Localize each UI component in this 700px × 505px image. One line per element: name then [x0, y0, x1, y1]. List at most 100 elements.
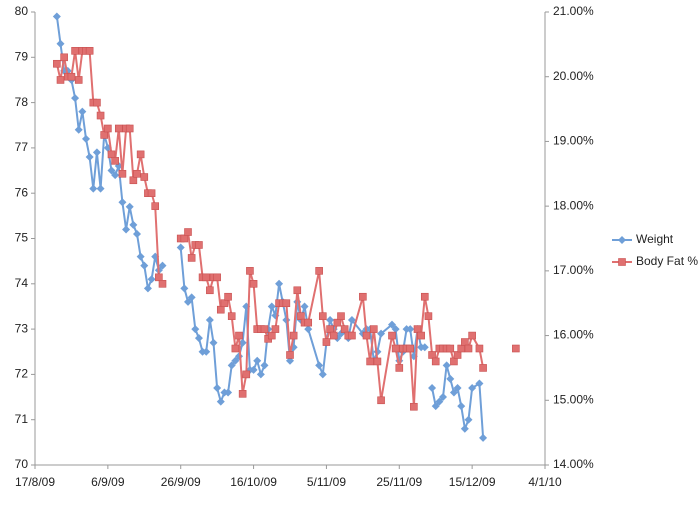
marker [449, 388, 458, 397]
legend-marker [618, 258, 626, 266]
marker [184, 228, 192, 236]
marker [104, 124, 112, 133]
marker [406, 325, 415, 334]
marker [158, 279, 167, 288]
marker [184, 297, 192, 306]
series-line [55, 16, 485, 438]
marker [187, 293, 196, 302]
marker [78, 107, 87, 116]
marker [52, 12, 61, 21]
marker [260, 325, 269, 333]
marker [464, 344, 473, 353]
marker [224, 388, 233, 397]
marker [391, 325, 400, 334]
marker [475, 379, 484, 388]
marker [377, 396, 385, 405]
marker [446, 344, 455, 353]
y2-tick-label: 19.00% [553, 134, 594, 148]
marker [89, 184, 98, 193]
marker [143, 284, 152, 293]
marker [136, 150, 145, 159]
marker [176, 243, 185, 252]
marker [304, 325, 313, 334]
marker [369, 325, 378, 333]
marker [286, 356, 294, 365]
marker [297, 312, 305, 320]
marker [133, 169, 141, 178]
marker [253, 356, 262, 365]
marker [468, 331, 476, 340]
marker [446, 374, 455, 383]
marker [125, 202, 134, 211]
marker [275, 279, 284, 288]
marker [129, 220, 138, 229]
marker [82, 134, 90, 143]
marker [194, 334, 203, 343]
marker [388, 320, 396, 329]
marker [238, 390, 247, 398]
marker [256, 370, 265, 379]
marker [136, 252, 145, 261]
marker [147, 275, 156, 284]
marker [216, 305, 225, 314]
marker [180, 234, 189, 243]
marker [340, 325, 349, 333]
y2-tick-label: 20.00% [553, 69, 594, 83]
marker [286, 351, 294, 359]
marker [512, 344, 520, 353]
legend-marker [618, 236, 626, 244]
marker [315, 361, 324, 370]
marker [460, 424, 469, 433]
marker [373, 347, 382, 356]
marker [318, 370, 327, 379]
marker [391, 344, 400, 353]
marker [413, 325, 422, 333]
marker [111, 171, 120, 180]
marker [431, 402, 440, 411]
marker [347, 316, 356, 325]
y-tick-label: 75 [15, 231, 29, 245]
marker [96, 184, 105, 193]
marker [322, 338, 331, 346]
marker [191, 325, 200, 334]
y-tick-label: 78 [15, 95, 29, 109]
marker [53, 59, 61, 68]
marker [366, 357, 374, 366]
marker [326, 316, 335, 325]
marker [410, 402, 418, 411]
marker [71, 47, 79, 55]
marker [468, 383, 477, 392]
marker [428, 351, 436, 359]
x-tick-label: 17/8/09 [15, 475, 55, 489]
marker [337, 312, 345, 320]
marker [457, 344, 466, 353]
marker [362, 331, 371, 340]
marker [428, 383, 437, 392]
x-tick-label: 15/12/09 [449, 475, 496, 489]
y2-tick-label: 16.00% [553, 328, 594, 342]
y2-tick-label: 21.00% [553, 4, 594, 18]
marker [220, 299, 229, 308]
marker [453, 351, 462, 359]
marker [235, 331, 243, 340]
y-tick-label: 73 [15, 321, 29, 335]
legend-label: Body Fat % [636, 254, 698, 268]
marker [122, 225, 131, 234]
marker [475, 344, 484, 353]
marker [450, 357, 458, 366]
marker [202, 273, 211, 282]
marker [267, 331, 276, 340]
marker [125, 124, 134, 133]
marker [100, 131, 109, 139]
marker [329, 331, 338, 340]
marker [453, 383, 462, 392]
marker [96, 111, 105, 120]
marker [238, 338, 247, 347]
x-tick-label: 26/9/09 [161, 475, 201, 489]
marker [133, 229, 141, 238]
marker [377, 329, 386, 338]
marker [74, 76, 83, 84]
marker [67, 72, 76, 81]
marker [93, 98, 101, 107]
y-tick-label: 76 [15, 185, 29, 199]
